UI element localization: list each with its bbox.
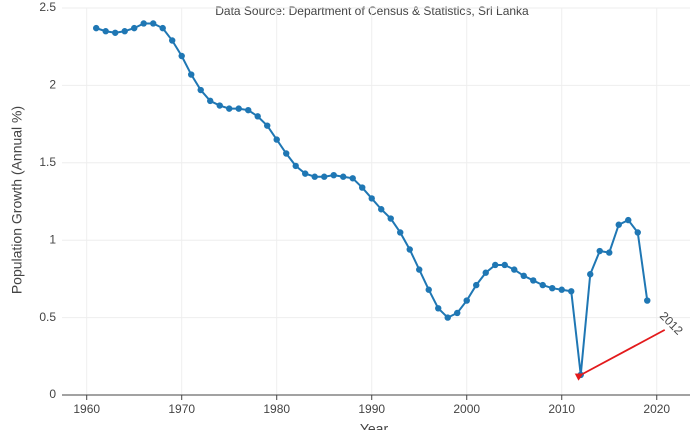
y-tick-label: 2.5 [39,0,56,14]
marker [539,281,546,289]
x-tick-label: 2010 [548,402,575,416]
marker [302,170,309,177]
marker [235,105,242,112]
x-tick-label: 1990 [358,402,385,416]
marker [549,284,556,292]
marker [644,297,651,304]
marker [159,24,166,32]
y-tick-label: 0.5 [39,310,56,324]
x-tick-label: 1960 [73,402,100,416]
marker [520,272,527,280]
marker [625,216,632,224]
marker [473,281,480,289]
marker [454,309,461,317]
marker [615,221,622,228]
x-tick-label: 1970 [168,402,195,416]
marker [292,162,299,170]
y-tick-label: 2 [49,78,56,92]
x-tick-label: 1980 [263,402,290,416]
marker [378,206,385,213]
marker [359,184,366,191]
marker [406,246,413,253]
marker [568,288,575,295]
y-tick-label: 1 [49,232,56,246]
marker [577,371,584,379]
marker [140,20,147,27]
marker [150,20,157,27]
marker [444,314,451,321]
y-tick-label: 1.5 [39,155,56,169]
marker [530,277,537,284]
marker [340,173,347,180]
marker [634,229,641,236]
marker [226,105,233,112]
marker [131,24,138,32]
marker [178,52,185,60]
marker [207,97,214,105]
marker [501,261,508,269]
annotation-text: 2012 [657,309,686,338]
marker [273,136,280,143]
marker [435,305,442,312]
marker [112,29,119,36]
marker [330,171,337,179]
marker [397,229,404,236]
marker [197,86,204,94]
marker [587,271,594,278]
marker [349,175,356,182]
marker [254,113,261,120]
x-axis-title: Year [360,421,389,430]
marker [169,37,176,44]
y-axis-title: Population Growth (Annual %) [9,106,25,294]
marker [511,266,518,273]
marker [216,102,223,109]
marker [606,249,613,256]
marker [482,269,489,276]
marker [311,173,318,180]
marker [121,28,128,35]
marker [188,71,195,78]
x-tick-label: 2020 [643,402,670,416]
marker [368,195,375,202]
marker [102,28,109,35]
marker [463,297,470,304]
marker [283,150,290,157]
marker [387,215,394,222]
marker [492,261,499,269]
x-tick-label: 2000 [453,402,480,416]
marker [264,122,271,129]
marker [93,24,100,32]
marker [245,106,252,114]
marker [596,247,603,255]
marker [416,266,423,273]
marker [425,286,432,293]
marker [558,286,565,293]
marker [321,173,328,180]
y-tick-label: 0 [49,387,56,401]
annotation-arrow [574,329,666,381]
